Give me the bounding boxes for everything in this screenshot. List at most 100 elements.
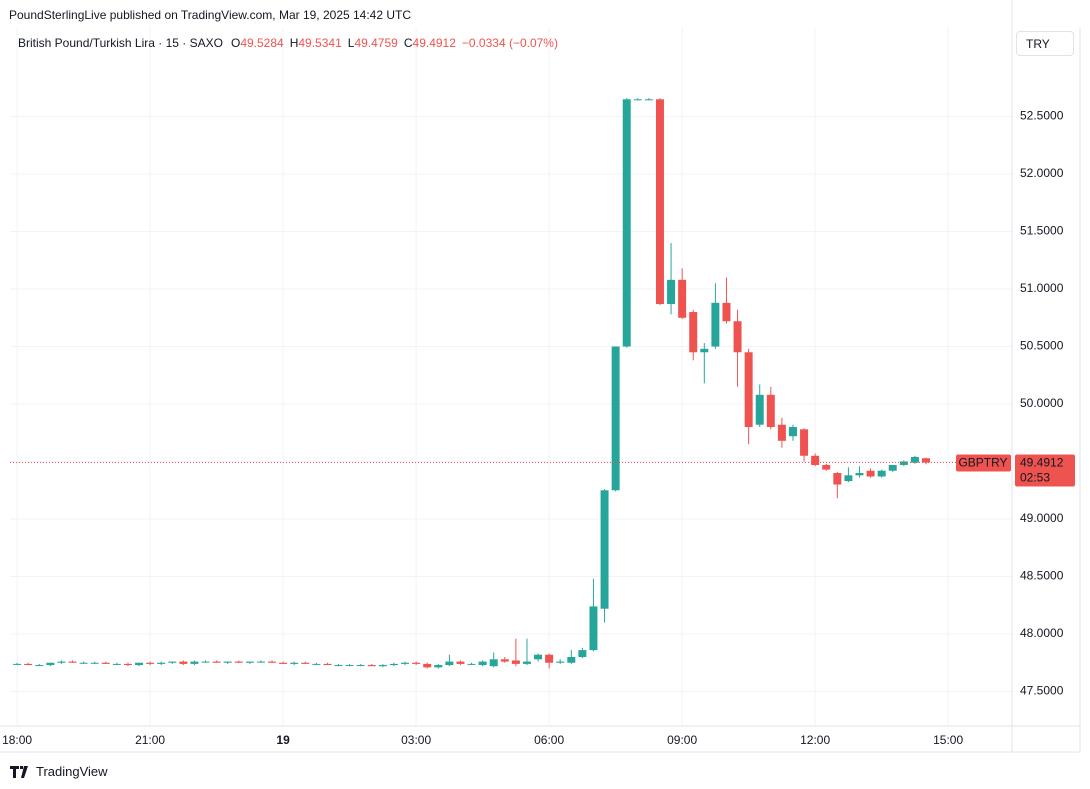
candle-body (223, 661, 232, 663)
candle-body (212, 661, 221, 663)
symbol-label: GBPTRY (958, 456, 1007, 470)
candle-body (689, 312, 698, 353)
candle-body (766, 394, 775, 428)
candle-body (711, 302, 720, 347)
candle-body (855, 473, 864, 476)
candle-body (201, 661, 210, 663)
countdown: 02:53 (1020, 471, 1050, 485)
candle-body (788, 427, 797, 437)
candle-body (800, 429, 809, 456)
y-tick-label: 51.5000 (1020, 224, 1064, 238)
candle-body (733, 321, 742, 353)
candle-body (312, 663, 321, 665)
y-tick-label: 49.0000 (1020, 511, 1064, 525)
y-tick-label: 50.0000 (1020, 396, 1064, 410)
candle-body (389, 663, 398, 666)
candle-body (90, 662, 99, 664)
candle-body (268, 661, 277, 663)
ohlc-value: 49.4912 (412, 36, 456, 50)
x-tick-label: 03:00 (401, 733, 431, 747)
candle-body (600, 490, 609, 609)
x-tick-label: 18:00 (2, 733, 32, 747)
candle-body (833, 473, 842, 485)
candle-body (356, 665, 365, 667)
ohlc-key: H (289, 36, 299, 50)
candle-body (46, 662, 55, 666)
candle-body (678, 279, 687, 318)
candle-body (445, 661, 454, 666)
change: −0.0334 (−0.07%) (461, 36, 558, 50)
y-tick-label: 47.5000 (1020, 684, 1064, 698)
footer: TradingView (10, 764, 108, 779)
candle-body (467, 663, 476, 665)
candle-body (279, 662, 288, 664)
candle-body (921, 458, 930, 463)
candle-body (567, 657, 576, 663)
candle-body (112, 663, 121, 665)
legend-title: British Pound/Turkish Lira · 15 · SAXO (18, 36, 223, 50)
candle-body (135, 662, 144, 666)
candle-body (157, 662, 166, 664)
candle-body (301, 662, 310, 664)
candle-body (423, 663, 432, 668)
candle-body (323, 663, 332, 666)
candle-body (68, 661, 77, 663)
candle-body (434, 665, 443, 668)
candle-body (899, 461, 908, 465)
candle-body (57, 661, 66, 663)
publisher-header: PoundSterlingLive published on TradingVi… (9, 8, 412, 22)
footer-text: TradingView (36, 764, 108, 779)
x-tick-label: 21:00 (135, 733, 165, 747)
currency-button[interactable]: TRY (1016, 31, 1074, 56)
candle-body (123, 663, 132, 666)
candle-body (478, 661, 487, 666)
candle-body (378, 665, 387, 667)
candle-body (589, 606, 598, 651)
candle-body (412, 662, 421, 664)
candle-body (489, 659, 498, 667)
ohlc-key: O (230, 36, 241, 50)
candle-body (822, 464, 831, 470)
ohlc-value: 49.5284 (240, 36, 284, 50)
candle-body (234, 661, 243, 663)
ohlc-value: 49.5341 (298, 36, 342, 50)
candle-body (334, 665, 343, 667)
candle-body (811, 455, 820, 465)
candle-body (511, 660, 520, 664)
x-tick-label: 19 (276, 733, 290, 747)
legend: British Pound/Turkish Lira · 15 · SAXO O 4… (18, 36, 558, 50)
candle-body (456, 661, 465, 664)
y-tick-label: 52.0000 (1020, 166, 1064, 180)
candle-body (367, 665, 376, 667)
symbol-box (956, 454, 1011, 472)
candle-body (655, 99, 664, 304)
candle-body (13, 663, 22, 665)
candle-body (777, 424, 786, 441)
price-label: 49.4912 (1020, 456, 1064, 470)
candle-body (256, 661, 265, 663)
y-tick-label: 52.5000 (1020, 109, 1064, 123)
ohlc-key: L (347, 36, 355, 50)
candle-body (667, 279, 676, 304)
candle-body (622, 99, 631, 347)
x-tick-label: 09:00 (667, 733, 697, 747)
candle-body (245, 661, 254, 663)
candle-body (633, 99, 642, 101)
ohlc-value: 49.4759 (354, 36, 398, 50)
candle-body (744, 352, 753, 428)
candle-body (877, 470, 886, 477)
candle-body (644, 99, 653, 101)
candle-body (290, 662, 299, 664)
candle-body (79, 662, 88, 664)
candle-body (545, 654, 554, 663)
y-tick-label: 51.0000 (1020, 281, 1064, 295)
candle-body (179, 661, 188, 664)
candle-body (35, 665, 44, 667)
candle-body (844, 475, 853, 482)
x-tick-label: 12:00 (800, 733, 830, 747)
candle-body (168, 661, 177, 663)
y-tick-label: 48.0000 (1020, 626, 1064, 640)
candle-body (556, 661, 565, 663)
candle-body (755, 394, 764, 425)
